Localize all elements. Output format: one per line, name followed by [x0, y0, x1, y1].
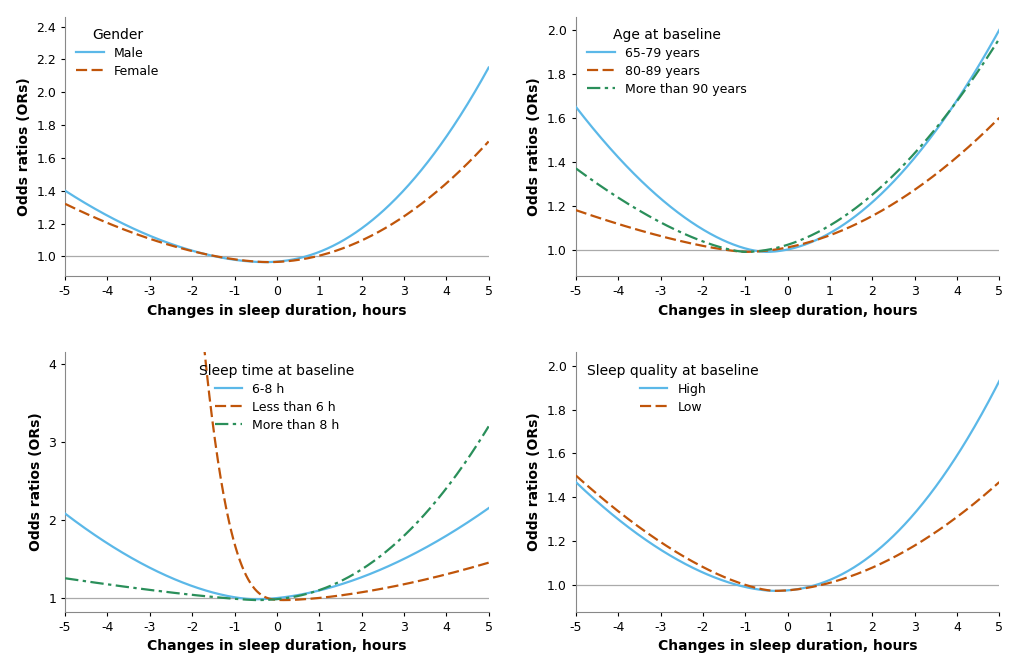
X-axis label: Changes in sleep duration, hours: Changes in sleep duration, hours: [657, 304, 916, 318]
Y-axis label: Odds ratios (ORs): Odds ratios (ORs): [16, 77, 31, 216]
X-axis label: Changes in sleep duration, hours: Changes in sleep duration, hours: [657, 639, 916, 653]
Legend: High, Low: High, Low: [582, 358, 763, 419]
Y-axis label: Odds ratios (ORs): Odds ratios (ORs): [527, 77, 541, 216]
X-axis label: Changes in sleep duration, hours: Changes in sleep duration, hours: [147, 304, 407, 318]
Legend: Male, Female: Male, Female: [71, 23, 164, 83]
Legend: 65-79 years, 80-89 years, More than 90 years: 65-79 years, 80-89 years, More than 90 y…: [582, 23, 751, 101]
Y-axis label: Odds ratios (ORs): Odds ratios (ORs): [527, 413, 541, 551]
Y-axis label: Odds ratios (ORs): Odds ratios (ORs): [29, 413, 43, 551]
Legend: 6-8 h, Less than 6 h, More than 8 h: 6-8 h, Less than 6 h, More than 8 h: [194, 358, 359, 437]
X-axis label: Changes in sleep duration, hours: Changes in sleep duration, hours: [147, 639, 407, 653]
